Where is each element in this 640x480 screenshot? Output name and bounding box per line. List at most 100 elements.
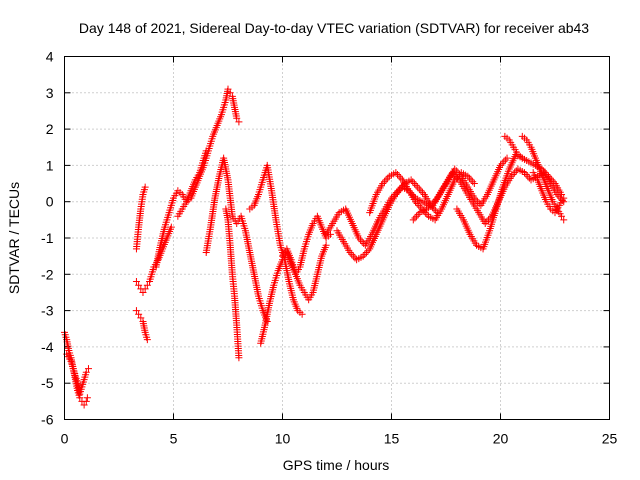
data-point bbox=[392, 169, 400, 177]
data-point bbox=[470, 180, 478, 188]
data-point bbox=[384, 174, 392, 182]
series-sat-s bbox=[518, 132, 568, 224]
data-point bbox=[409, 216, 417, 224]
y-tick-label: 2 bbox=[46, 121, 54, 137]
data-point bbox=[83, 394, 91, 402]
data-point bbox=[416, 203, 424, 211]
data-point bbox=[348, 250, 356, 258]
data-point bbox=[414, 210, 422, 218]
data-point bbox=[549, 178, 557, 186]
data-point bbox=[355, 234, 363, 242]
data-point bbox=[498, 160, 506, 168]
data-point bbox=[411, 214, 419, 222]
data-point bbox=[135, 310, 143, 318]
data-point bbox=[414, 183, 422, 191]
y-axis-label: SDTVAR / TECUs bbox=[6, 182, 22, 294]
y-tick-label: -6 bbox=[41, 412, 54, 428]
y-tick-label: 4 bbox=[46, 49, 54, 65]
data-point bbox=[141, 285, 149, 293]
data-point bbox=[497, 161, 504, 169]
data-point bbox=[143, 281, 151, 289]
data-point bbox=[452, 167, 460, 175]
data-point bbox=[235, 354, 243, 362]
data-point bbox=[393, 170, 401, 178]
x-tick-labels: 0 5 10 15 20 25 bbox=[61, 431, 618, 447]
data-point bbox=[544, 172, 552, 180]
data-point bbox=[397, 174, 405, 182]
data-point bbox=[512, 167, 520, 175]
data-point bbox=[415, 201, 423, 209]
data-point bbox=[379, 180, 387, 188]
y-tick-label: -4 bbox=[41, 339, 54, 355]
data-point bbox=[548, 176, 556, 184]
data-point bbox=[417, 187, 425, 195]
data-point bbox=[409, 178, 417, 186]
data-point bbox=[470, 194, 478, 202]
data-point bbox=[82, 368, 90, 376]
data-point bbox=[452, 172, 460, 180]
data-point bbox=[362, 249, 370, 257]
data-point bbox=[503, 154, 511, 162]
data-point bbox=[541, 169, 549, 177]
series-sat-q bbox=[453, 151, 526, 253]
series-sat-l bbox=[279, 241, 330, 304]
x-axis-label: GPS time / hours bbox=[283, 457, 390, 473]
data-point bbox=[395, 172, 403, 180]
data-points-layer bbox=[61, 85, 568, 409]
data-point bbox=[501, 156, 509, 164]
data-point bbox=[393, 189, 401, 197]
data-point bbox=[359, 252, 367, 260]
data-point bbox=[525, 174, 533, 182]
data-point bbox=[412, 181, 420, 189]
chart-title: Day 148 of 2021, Sidereal Day-to-day VTE… bbox=[79, 20, 589, 36]
data-point bbox=[560, 194, 568, 202]
data-point bbox=[546, 174, 554, 182]
data-point bbox=[509, 170, 517, 178]
data-point bbox=[543, 170, 551, 178]
data-point bbox=[410, 192, 418, 200]
data-point bbox=[346, 249, 354, 257]
series-sat-j bbox=[246, 161, 306, 318]
data-point bbox=[132, 278, 140, 286]
data-point bbox=[465, 174, 473, 182]
series-sat-g bbox=[174, 85, 243, 220]
data-point bbox=[135, 281, 143, 289]
data-point bbox=[233, 114, 241, 122]
data-point bbox=[449, 169, 457, 177]
y-tick-labels: -6 -5 -4 -3 -2 -1 0 1 2 3 4 bbox=[41, 49, 54, 428]
data-point bbox=[408, 190, 416, 198]
series-sat-o bbox=[366, 154, 511, 217]
data-point bbox=[413, 212, 421, 220]
y-tick-label: 1 bbox=[46, 157, 54, 173]
data-point bbox=[524, 172, 532, 180]
data-point bbox=[351, 254, 359, 262]
data-point bbox=[395, 187, 403, 195]
data-point bbox=[464, 172, 472, 180]
data-point bbox=[167, 223, 175, 231]
x-tick-label: 15 bbox=[384, 431, 400, 447]
data-point bbox=[364, 247, 372, 255]
data-point bbox=[382, 176, 390, 184]
x-tick-label: 20 bbox=[493, 431, 509, 447]
data-point bbox=[349, 252, 357, 260]
data-point bbox=[226, 89, 234, 97]
data-point bbox=[415, 185, 423, 193]
x-tick-label: 25 bbox=[602, 431, 618, 447]
data-point bbox=[397, 185, 405, 193]
series-sat-e bbox=[132, 183, 149, 253]
y-tick-label: -5 bbox=[41, 375, 54, 391]
data-point bbox=[419, 189, 427, 197]
y-tick-label: -1 bbox=[41, 230, 54, 246]
data-point bbox=[224, 85, 232, 93]
data-point bbox=[450, 170, 458, 178]
data-point bbox=[143, 336, 151, 344]
data-point bbox=[453, 174, 461, 182]
data-point bbox=[407, 176, 415, 184]
data-point bbox=[423, 210, 431, 218]
series-sat-k bbox=[257, 212, 334, 347]
data-point bbox=[558, 212, 566, 220]
data-point bbox=[407, 189, 415, 197]
data-point bbox=[132, 307, 140, 315]
data-point bbox=[139, 288, 147, 296]
